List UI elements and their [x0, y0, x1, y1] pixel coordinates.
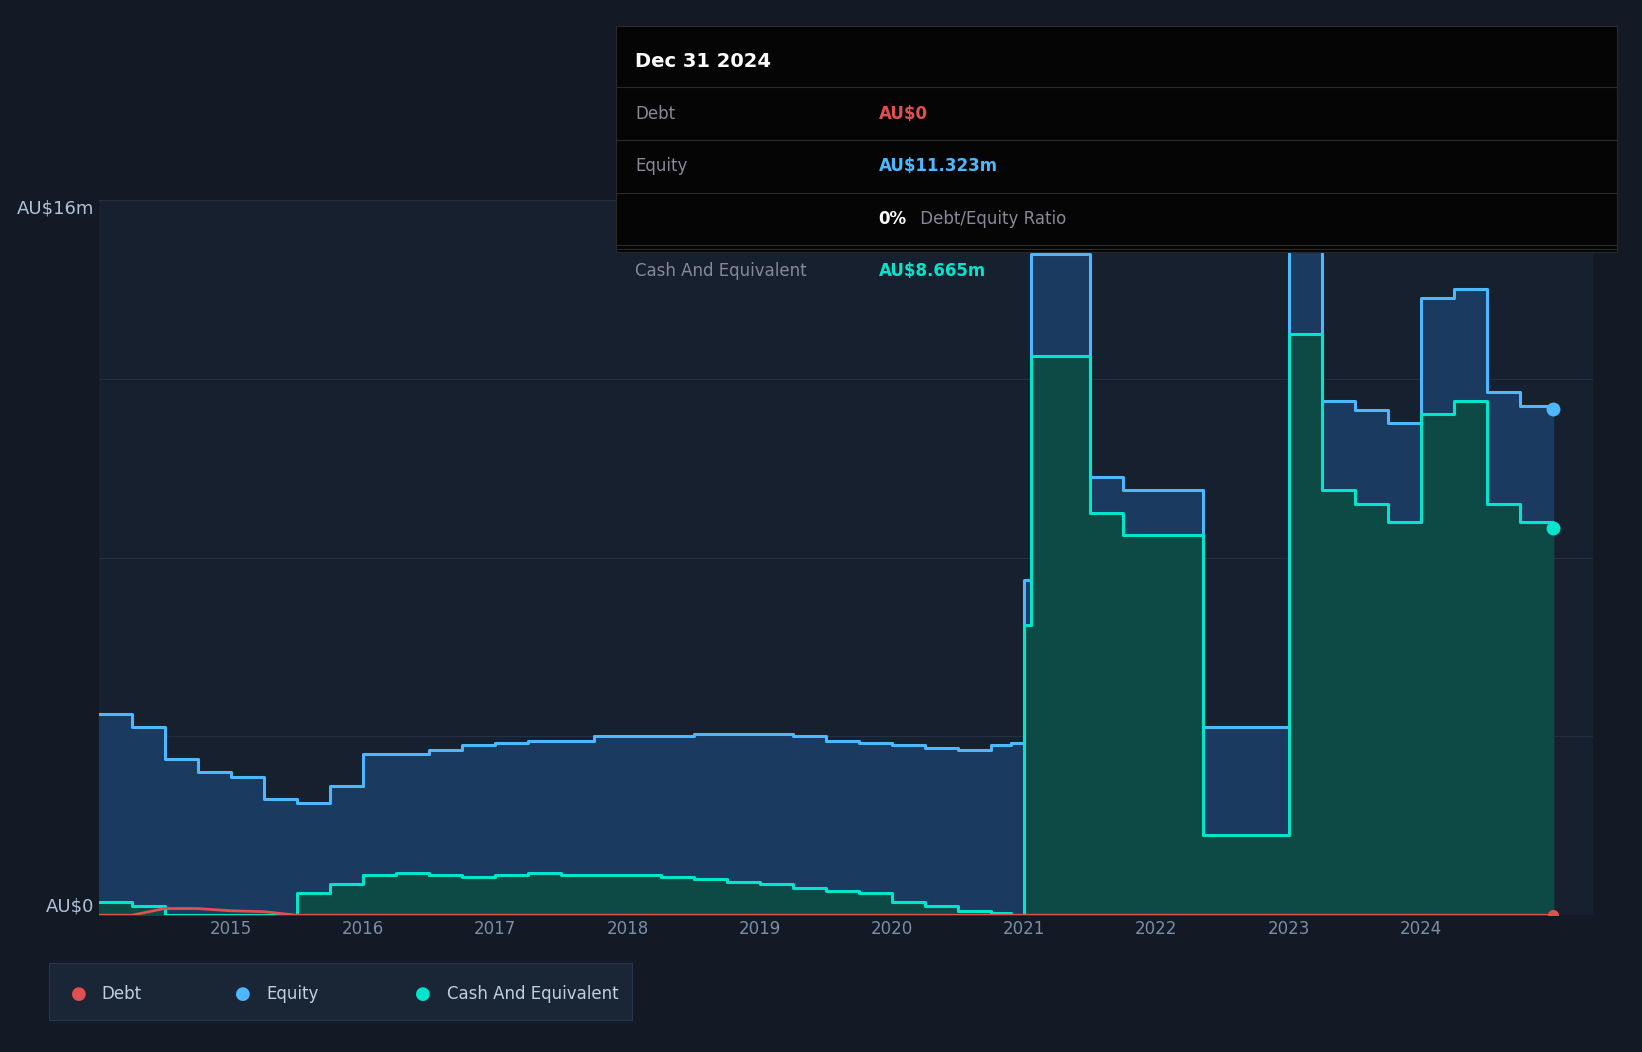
Text: AU$0: AU$0: [46, 897, 94, 915]
Text: Dec 31 2024: Dec 31 2024: [635, 52, 772, 70]
Text: AU$8.665m: AU$8.665m: [878, 262, 985, 281]
Text: AU$11.323m: AU$11.323m: [878, 157, 998, 176]
Text: Equity: Equity: [266, 985, 319, 1004]
Text: Debt: Debt: [635, 104, 675, 123]
Text: ●: ●: [415, 985, 432, 1004]
Text: Debt: Debt: [102, 985, 141, 1004]
Text: AU$16m: AU$16m: [16, 200, 94, 218]
Text: Cash And Equivalent: Cash And Equivalent: [635, 262, 808, 281]
Text: AU$0: AU$0: [878, 104, 928, 123]
Text: Debt/Equity Ratio: Debt/Equity Ratio: [915, 209, 1066, 228]
Text: Cash And Equivalent: Cash And Equivalent: [447, 985, 619, 1004]
Text: 0%: 0%: [878, 209, 906, 228]
Text: ●: ●: [235, 985, 251, 1004]
Text: ●: ●: [71, 985, 87, 1004]
Text: Equity: Equity: [635, 157, 688, 176]
